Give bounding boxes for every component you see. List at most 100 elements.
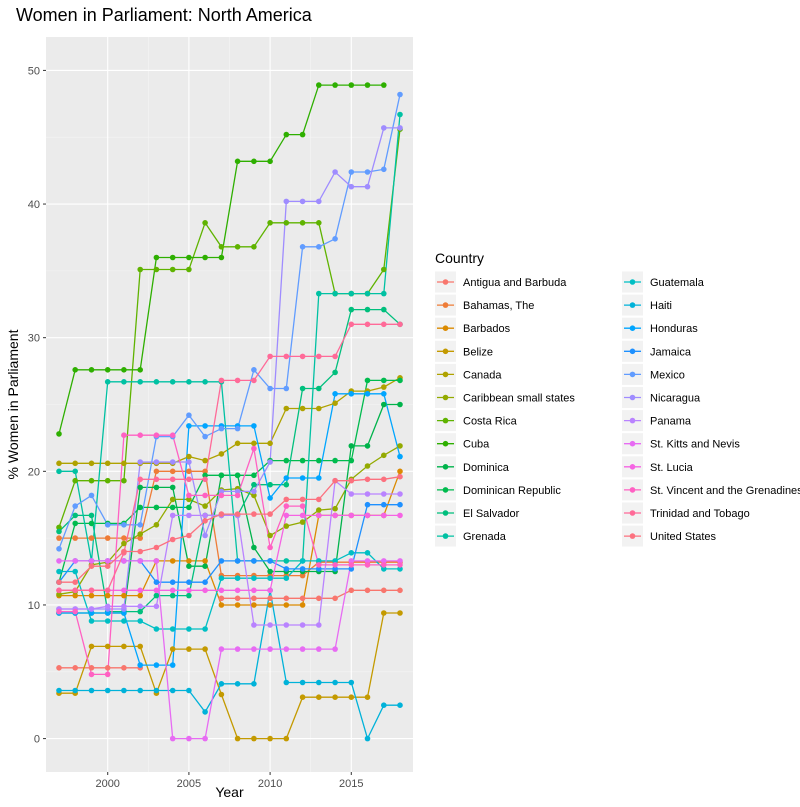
legend-item: Honduras <box>622 317 698 339</box>
data-point <box>283 496 290 503</box>
data-point <box>153 266 160 273</box>
data-point <box>218 451 225 457</box>
data-point <box>267 353 273 360</box>
data-point <box>283 131 290 138</box>
data-point <box>202 379 208 385</box>
data-point <box>153 379 160 385</box>
data-point <box>234 602 241 608</box>
legend-item: St. Lucia <box>622 456 694 478</box>
data-point <box>218 575 225 581</box>
data-point <box>283 566 290 572</box>
data-point <box>56 460 62 467</box>
data-point <box>251 646 257 652</box>
data-point <box>169 266 176 273</box>
data-point <box>104 367 111 373</box>
data-point <box>72 477 78 484</box>
data-point <box>88 687 95 694</box>
data-point <box>299 572 306 579</box>
series-line <box>59 114 401 562</box>
data-point <box>104 687 111 694</box>
data-point <box>364 463 371 469</box>
data-point <box>202 492 208 499</box>
data-point <box>299 198 306 205</box>
legend-label: St. Vincent and the Grenadines <box>650 485 800 497</box>
data-point <box>234 681 241 687</box>
data-point <box>283 602 290 608</box>
data-point <box>299 519 306 525</box>
data-point <box>121 379 127 385</box>
data-point <box>316 512 322 519</box>
data-point <box>332 477 338 484</box>
data-point <box>397 512 403 519</box>
data-point <box>104 477 111 484</box>
data-point <box>186 592 192 599</box>
data-point <box>299 694 306 700</box>
data-point <box>88 618 95 624</box>
data-point <box>72 468 78 475</box>
data-point <box>267 511 273 517</box>
data-point <box>202 518 208 524</box>
data-point <box>202 476 208 483</box>
data-point <box>56 468 62 475</box>
legend-label: Nicaragua <box>650 393 701 405</box>
data-point <box>283 735 290 742</box>
legend-key-point <box>442 302 449 308</box>
data-point <box>381 501 387 508</box>
data-point <box>397 443 403 449</box>
data-point <box>186 579 192 585</box>
data-point <box>299 566 306 572</box>
data-point <box>153 468 160 475</box>
data-point <box>332 82 338 88</box>
data-point <box>169 646 176 652</box>
legend-item: Costa Rica <box>435 410 518 432</box>
data-point <box>153 592 160 599</box>
data-point <box>267 544 273 551</box>
data-point <box>299 457 306 464</box>
data-point <box>299 475 306 481</box>
data-point <box>283 646 290 652</box>
data-point <box>218 602 225 608</box>
data-point <box>186 587 192 594</box>
series-line <box>59 476 401 583</box>
data-point <box>283 405 290 412</box>
data-point <box>234 735 241 742</box>
data-point <box>218 244 225 250</box>
data-point <box>316 558 322 564</box>
legend-key-point <box>629 348 636 355</box>
data-point <box>169 496 176 503</box>
data-point <box>332 562 338 568</box>
data-point <box>186 496 192 503</box>
data-point <box>202 587 208 594</box>
data-point <box>169 484 176 491</box>
data-point <box>104 522 111 528</box>
data-point <box>283 575 290 581</box>
data-point <box>251 158 257 165</box>
data-point <box>251 423 257 429</box>
data-point <box>169 504 176 511</box>
data-point <box>56 587 62 594</box>
data-point <box>88 643 95 650</box>
data-point <box>202 472 208 479</box>
data-point <box>186 646 192 652</box>
data-point <box>186 532 192 539</box>
y-tick-label: 0 <box>34 734 40 746</box>
data-point <box>104 460 111 467</box>
data-point <box>121 587 127 594</box>
data-point <box>186 254 192 261</box>
data-point <box>88 606 95 612</box>
data-point <box>104 592 111 599</box>
legend-key-point <box>442 533 449 539</box>
data-point <box>186 563 192 569</box>
data-point <box>234 646 241 652</box>
data-point <box>381 587 387 594</box>
data-point <box>316 198 322 205</box>
y-axis: 0 10 20 30 40 50 <box>28 65 46 746</box>
data-point <box>88 512 95 519</box>
data-point <box>283 353 290 360</box>
data-point <box>316 496 322 503</box>
data-point <box>88 520 95 527</box>
data-point <box>397 562 403 568</box>
data-point <box>397 587 403 594</box>
legend-label: Dominican Republic <box>463 485 561 497</box>
data-point <box>299 353 306 360</box>
